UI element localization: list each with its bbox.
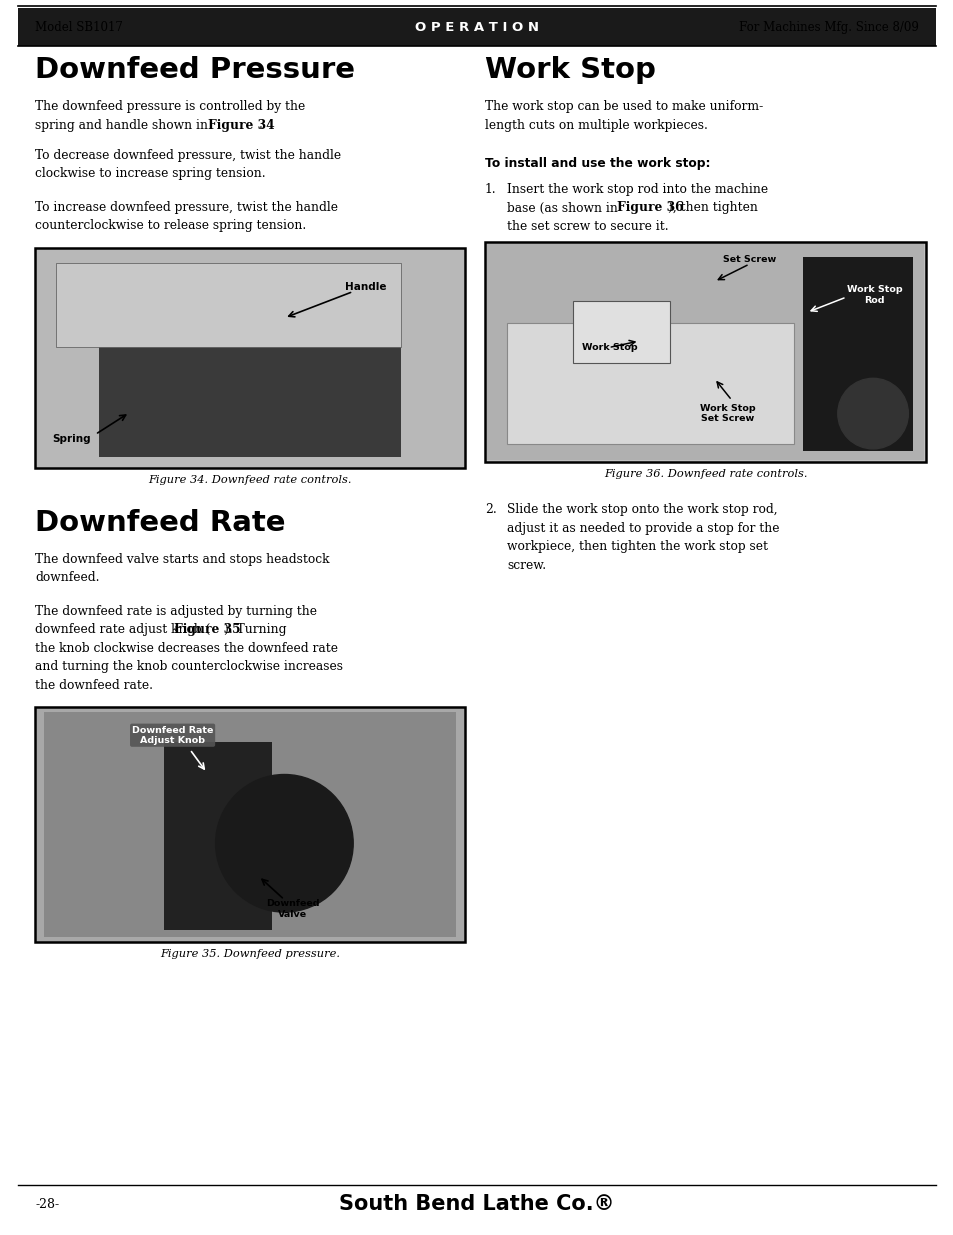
Text: Set Screw: Set Screw — [722, 256, 776, 264]
Text: South Bend Lathe Co.®: South Bend Lathe Co.® — [339, 1194, 614, 1214]
Text: 2.: 2. — [484, 503, 497, 516]
Text: Model SB1017: Model SB1017 — [35, 21, 123, 33]
Bar — [801, 257, 912, 451]
Text: Work Stop
Set Screw: Work Stop Set Screw — [699, 404, 755, 424]
Text: The downfeed valve starts and stops headstock: The downfeed valve starts and stops head… — [35, 552, 329, 566]
Text: To decrease downfeed pressure, twist the handle: To decrease downfeed pressure, twist the… — [35, 148, 341, 162]
Text: Figure 36. Downfeed rate controls.: Figure 36. Downfeed rate controls. — [603, 469, 806, 479]
Text: Figure 35. Downfeed pressure.: Figure 35. Downfeed pressure. — [160, 948, 339, 960]
Text: downfeed.: downfeed. — [35, 571, 99, 584]
Text: Work Stop: Work Stop — [484, 56, 656, 84]
Text: Figure 35: Figure 35 — [173, 622, 240, 636]
Bar — [56, 263, 400, 347]
Bar — [35, 247, 464, 468]
Text: clockwise to increase spring tension.: clockwise to increase spring tension. — [35, 167, 265, 180]
Text: Downfeed Rate: Downfeed Rate — [35, 509, 285, 536]
Text: Work Stop
Rod: Work Stop Rod — [845, 285, 902, 305]
Text: -28-: -28- — [35, 1198, 59, 1210]
Text: the knob clockwise decreases the downfeed rate: the knob clockwise decreases the downfee… — [35, 641, 337, 655]
Text: 1.: 1. — [484, 183, 497, 196]
Text: Downfeed Pressure: Downfeed Pressure — [35, 56, 355, 84]
Text: O P E R A T I O N: O P E R A T I O N — [415, 21, 538, 33]
Text: counterclockwise to release spring tension.: counterclockwise to release spring tensi… — [35, 219, 306, 232]
Text: ), then tighten: ), then tighten — [668, 201, 758, 215]
Text: the downfeed rate.: the downfeed rate. — [35, 678, 152, 692]
Text: .: . — [258, 119, 262, 131]
Text: Figure 34. Downfeed rate controls.: Figure 34. Downfeed rate controls. — [148, 474, 352, 484]
Text: Figure 36: Figure 36 — [617, 201, 683, 215]
Text: length cuts on multiple workpieces.: length cuts on multiple workpieces. — [484, 119, 707, 131]
Text: Insert the work stop rod into the machine: Insert the work stop rod into the machin… — [506, 183, 767, 196]
Bar — [486, 245, 923, 459]
Text: downfeed rate adjust knob (: downfeed rate adjust knob ( — [35, 622, 211, 636]
Text: Downfeed Rate
Adjust Knob: Downfeed Rate Adjust Knob — [132, 725, 213, 745]
Bar — [44, 711, 456, 937]
Circle shape — [837, 378, 907, 448]
Bar — [506, 324, 793, 445]
Text: screw.: screw. — [506, 558, 545, 572]
Bar — [99, 336, 400, 457]
Bar — [573, 301, 670, 363]
Text: the set screw to secure it.: the set screw to secure it. — [506, 220, 668, 233]
Text: Handle: Handle — [344, 282, 386, 293]
Text: For Machines Mfg. Since 8/09: For Machines Mfg. Since 8/09 — [739, 21, 918, 33]
Text: Spring: Spring — [52, 433, 91, 443]
Text: base (as shown in: base (as shown in — [506, 201, 621, 215]
Text: spring and handle shown in: spring and handle shown in — [35, 119, 212, 131]
Text: Work Stop: Work Stop — [581, 343, 637, 352]
Bar — [18, 7, 935, 46]
Text: To install and use the work stop:: To install and use the work stop: — [484, 157, 710, 170]
Text: The downfeed pressure is controlled by the: The downfeed pressure is controlled by t… — [35, 100, 305, 112]
Bar — [35, 706, 464, 942]
Bar — [164, 742, 272, 930]
Text: Slide the work stop onto the work stop rod,: Slide the work stop onto the work stop r… — [506, 503, 777, 516]
Text: and turning the knob counterclockwise increases: and turning the knob counterclockwise in… — [35, 659, 343, 673]
Text: To increase downfeed pressure, twist the handle: To increase downfeed pressure, twist the… — [35, 200, 337, 214]
Circle shape — [215, 774, 353, 913]
Text: workpiece, then tighten the work stop set: workpiece, then tighten the work stop se… — [506, 540, 767, 553]
Text: The work stop can be used to make uniform-: The work stop can be used to make unifor… — [484, 100, 762, 112]
Text: adjust it as needed to provide a stop for the: adjust it as needed to provide a stop fo… — [506, 521, 779, 535]
Text: ). Turning: ). Turning — [224, 622, 287, 636]
Text: The downfeed rate is adjusted by turning the: The downfeed rate is adjusted by turning… — [35, 604, 316, 618]
Text: Figure 34: Figure 34 — [208, 119, 274, 131]
Bar — [484, 242, 925, 462]
Text: Downfeed
Valve: Downfeed Valve — [266, 899, 319, 919]
